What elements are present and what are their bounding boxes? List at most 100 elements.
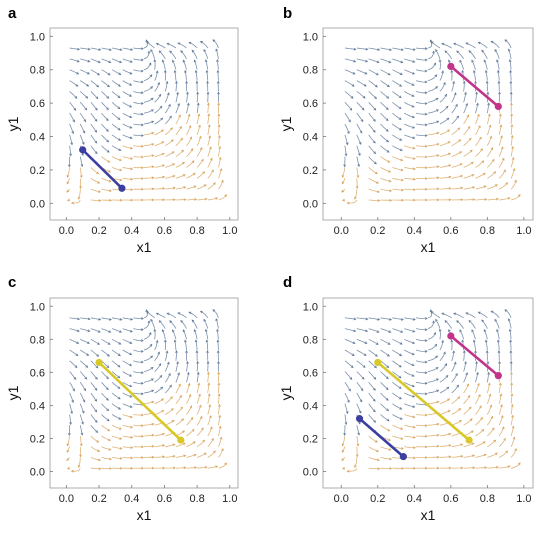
streamline: [154, 187, 165, 190]
streamline-arrow: [424, 69, 428, 73]
streamline: [111, 123, 121, 131]
streamline: [154, 363, 162, 372]
streamline: [79, 414, 84, 425]
streamline-arrow: [151, 143, 155, 146]
streamline-arrow: [344, 153, 348, 157]
streamline: [499, 465, 511, 469]
streamline: [439, 153, 451, 157]
streamline: [487, 184, 498, 190]
y-axis-label: y1: [278, 385, 294, 400]
streamline-arrow: [500, 415, 504, 419]
streamline-arrow: [360, 388, 364, 392]
streamline-arrow: [209, 157, 213, 161]
streamline: [404, 91, 415, 97]
streamline-arrow: [462, 80, 466, 84]
x-tick-label: 0.6: [443, 493, 458, 505]
streamline: [164, 373, 171, 383]
streamline: [79, 102, 87, 111]
streamline-arrow: [95, 430, 99, 433]
streamline: [356, 338, 367, 344]
streamline-arrow: [399, 148, 403, 152]
streamline: [79, 91, 88, 99]
streamline-arrow: [400, 168, 404, 172]
y-tick-label: 0.8: [303, 334, 318, 346]
x-tick-label: 0.8: [189, 225, 204, 237]
streamline: [392, 414, 403, 420]
streamline-arrow: [118, 148, 122, 151]
streamline: [475, 198, 487, 201]
streamline-arrow: [84, 107, 88, 111]
streamline: [342, 435, 346, 446]
streamline: [404, 381, 415, 387]
streamline-arrow: [346, 201, 350, 205]
streamline: [483, 59, 488, 70]
streamline-arrow: [509, 350, 513, 354]
streamline: [475, 383, 480, 394]
streamline: [368, 47, 380, 51]
streamline-arrow: [97, 449, 101, 453]
streamline-arrow: [464, 91, 467, 95]
streamline-arrow: [365, 317, 369, 321]
streamline: [216, 329, 219, 340]
streamline-arrow: [385, 376, 389, 380]
streamline-arrow: [162, 444, 166, 447]
streamline: [218, 415, 221, 426]
streamline-arrow: [130, 167, 134, 171]
streamline: [79, 134, 85, 145]
streamline-arrow: [170, 127, 173, 131]
streamline-arrow: [374, 171, 378, 175]
streamline-arrow: [74, 96, 78, 99]
streamline-arrow: [141, 424, 144, 428]
streamline: [451, 115, 459, 125]
streamline: [200, 310, 209, 319]
streamline-arrow: [96, 171, 100, 175]
streamline: [392, 317, 404, 321]
streamline-arrow: [469, 418, 473, 422]
streamline-arrow: [341, 443, 345, 447]
x-axis-label: x1: [421, 239, 436, 255]
streamline: [404, 435, 416, 438]
streamline: [196, 361, 199, 372]
streamline-arrow: [348, 388, 351, 392]
streamline-arrow: [66, 174, 70, 178]
streamline: [510, 157, 514, 168]
streamline-arrow: [166, 42, 170, 46]
streamline-arrow: [341, 189, 345, 193]
streamline: [404, 371, 415, 377]
streamline: [486, 114, 490, 125]
streamline-arrow: [217, 393, 221, 397]
streamline: [404, 349, 415, 355]
streamline: [207, 182, 216, 190]
streamline: [392, 371, 402, 379]
streamline-arrow: [350, 96, 354, 99]
streamline: [133, 317, 144, 319]
streamline: [431, 41, 441, 49]
streamline-arrow: [129, 363, 133, 367]
streamline-arrow: [145, 39, 149, 43]
streamline-arrow: [194, 339, 198, 343]
streamline-arrow: [212, 39, 216, 43]
streamline-arrow: [448, 152, 452, 156]
streamline-arrow: [507, 197, 511, 200]
streamline-arrow: [145, 309, 149, 313]
streamline: [463, 114, 469, 125]
streamline: [498, 158, 505, 168]
streamline: [427, 401, 439, 405]
streamline: [416, 101, 427, 105]
streamline-arrow: [459, 329, 462, 333]
streamline-arrow: [219, 436, 223, 440]
x-tick-label: 0.8: [189, 493, 204, 505]
streamline: [180, 50, 187, 60]
streamline: [186, 454, 197, 458]
streamline: [133, 101, 144, 105]
streamline: [427, 378, 439, 383]
streamline: [356, 102, 365, 111]
streamline-arrow: [76, 341, 80, 344]
streamline-arrow: [130, 317, 134, 321]
streamline: [154, 153, 165, 157]
streamline: [175, 455, 186, 458]
streamline: [404, 47, 416, 51]
streamline-arrow: [141, 413, 144, 417]
streamline-arrow: [166, 92, 170, 96]
streamline-arrow: [168, 103, 171, 107]
